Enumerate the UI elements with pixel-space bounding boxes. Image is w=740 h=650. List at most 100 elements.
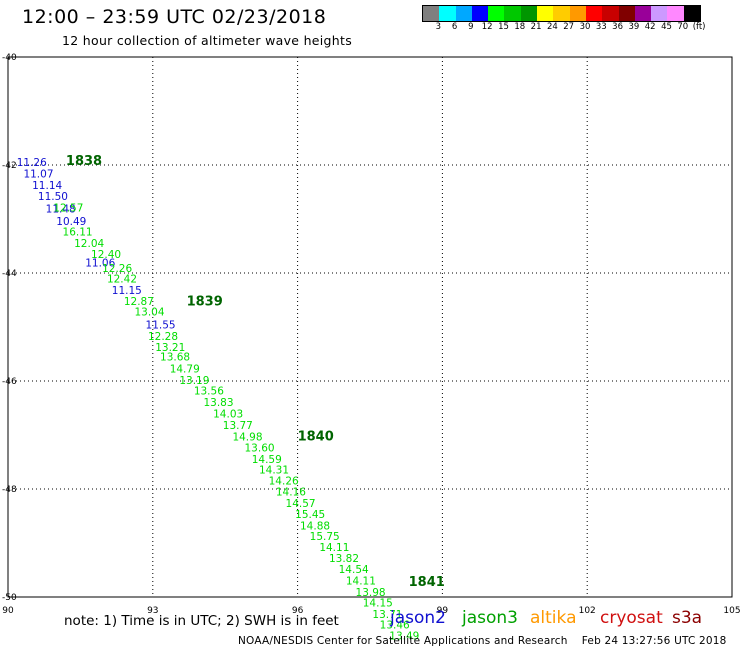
colorbar-label: 3 — [435, 22, 442, 32]
jason3-swh-point: 14.15 — [363, 598, 393, 610]
jason3-swh-point: 15.75 — [310, 531, 340, 543]
jason3-swh-point: 14.88 — [300, 521, 330, 533]
colorbar-label: 24 — [546, 22, 558, 32]
colorbar-swatch — [439, 6, 456, 21]
jason2-swh-point: 11.14 — [32, 180, 62, 192]
colorbar-swatch — [455, 6, 472, 21]
colorbar-label: 42 — [644, 22, 656, 32]
units-note: note: 1) Time is in UTC; 2) SWH is in fe… — [64, 613, 339, 629]
jason3-swh-point: 13.77 — [223, 420, 253, 432]
jason3-swh-point: 12.87 — [124, 296, 154, 308]
jason3-swh-point: 13.56 — [194, 386, 224, 398]
jason2-swh-point: 11.50 — [38, 191, 68, 203]
jason3-swh-point: 13.71 — [372, 609, 402, 621]
jason3-swh-point: 12.40 — [91, 249, 121, 261]
jason3-swh-point: 13.49 — [389, 631, 419, 643]
x-tick-label: 93 — [147, 606, 158, 616]
jason3-swh-point: 13.98 — [356, 587, 386, 599]
y-tick-label: -44 — [2, 269, 17, 279]
legend-cryosat: cryosat — [600, 608, 663, 628]
jason3-swh-point: 15.45 — [295, 509, 325, 521]
jason3-swh-point: 13.83 — [203, 397, 233, 409]
y-tick-label: -40 — [2, 53, 17, 63]
jason3-swh-point: 14.03 — [213, 409, 243, 421]
colorbar-swatch — [634, 6, 652, 21]
colorbar-swatch — [667, 6, 684, 21]
y-tick-label: -50 — [2, 593, 17, 603]
pass-time-label: 1838 — [66, 154, 102, 169]
colorbar-label: 39 — [628, 22, 640, 32]
jason3-swh-point: 14.57 — [286, 498, 316, 510]
colorbar-label: 45 — [661, 22, 672, 32]
colorbar-swatch — [569, 6, 586, 21]
colorbar-label: 18 — [514, 22, 526, 32]
legend-altika: altika — [530, 608, 577, 628]
jason3-swh-point: 13.82 — [329, 553, 359, 565]
colorbar-label: 6 — [451, 22, 458, 32]
jason3-swh-point: 12.42 — [107, 274, 137, 286]
y-tick-label: -48 — [2, 485, 17, 495]
x-tick-label: 90 — [2, 606, 14, 616]
jason3-swh-point: 12.28 — [148, 331, 178, 343]
colorbar-swatch — [651, 6, 668, 21]
jason2-swh-point: 10.49 — [56, 216, 86, 228]
jason3-swh-point: 13.04 — [134, 307, 164, 319]
colorbar-swatch — [585, 6, 603, 21]
colorbar-swatch — [520, 6, 538, 21]
jason3-swh-point: 14.16 — [276, 486, 306, 498]
x-tick-label: 102 — [579, 606, 596, 616]
page-title: 12:00 – 23:59 UTC 02/23/2018 — [22, 6, 327, 28]
colorbar-label: 70 — [677, 22, 689, 32]
legend-s3a: s3a — [672, 608, 703, 628]
jason3-swh-point: 12.26 — [102, 263, 132, 275]
jason3-swh-point: 14.59 — [252, 454, 282, 466]
jason3-swh-point: 13.68 — [160, 351, 190, 363]
jason2-swh-point: 11.15 — [112, 285, 142, 297]
colorbar-label: 27 — [563, 22, 575, 32]
jason3-swh-point: 13.60 — [245, 443, 275, 455]
colorbar-label: 12 — [481, 22, 493, 32]
jason3-swh-point: 16.11 — [63, 227, 93, 239]
pass-time-label: 1840 — [298, 429, 334, 444]
colorbar-label: 30 — [579, 22, 591, 32]
jason3-swh-point: 12.04 — [74, 238, 104, 250]
jason3-swh-point: 14.11 — [346, 576, 376, 588]
colorbar-label: 33 — [595, 22, 607, 32]
colorbar-label: 9 — [468, 22, 474, 32]
jason3-swh-point: 14.98 — [232, 431, 262, 443]
jason3-swh-point: 14.79 — [170, 363, 200, 375]
colorbar — [422, 5, 702, 22]
jason3-swh-point: 14.26 — [269, 476, 299, 488]
colorbar-swatch — [488, 6, 505, 21]
colorbar-swatch — [504, 6, 521, 21]
colorbar-swatch — [618, 6, 635, 21]
x-tick-label: 105 — [723, 606, 740, 616]
colorbar-label: 36 — [612, 22, 624, 32]
plot-frame — [7, 56, 733, 598]
jason3-swh-point: 13.19 — [179, 375, 209, 387]
colorbar-labels: 3 6 9 12 15 18 21 24 27 30 33 36 39 42 45 70 (ft) — [422, 22, 740, 34]
colorbar-swatch — [537, 6, 554, 21]
jason2-swh-point: 11.55 — [146, 320, 176, 332]
colorbar-label: 15 — [498, 22, 509, 32]
jason2-swh-point: 11.48 — [46, 204, 76, 216]
jason3-swh-point: 14.54 — [339, 564, 369, 576]
legend-jason3: jason3 — [462, 608, 518, 628]
colorbar-swatch — [423, 6, 440, 21]
page-subtitle: 12 hour collection of altimeter wave hei… — [62, 33, 353, 48]
jason3-swh-point: 12.57 — [53, 202, 83, 214]
jason2-swh-point: 11.26 — [17, 157, 47, 169]
jason2-swh-point: 11.07 — [23, 168, 53, 180]
colorbar-label: 21 — [530, 22, 542, 32]
colorbar-label: (ft) — [692, 22, 706, 32]
colorbar-swatch — [471, 6, 489, 21]
jason3-swh-point: 14.31 — [259, 464, 289, 476]
x-tick-label: 99 — [437, 606, 449, 616]
x-tick-label: 96 — [292, 606, 304, 616]
y-tick-label: -46 — [2, 377, 17, 387]
jason3-swh-point: 13.21 — [155, 342, 185, 354]
jason2-swh-point: 11.06 — [85, 258, 115, 270]
pass-time-label: 1839 — [187, 294, 223, 309]
credit-line: NOAA/NESDIS Center for Satellite Applica… — [238, 635, 727, 647]
